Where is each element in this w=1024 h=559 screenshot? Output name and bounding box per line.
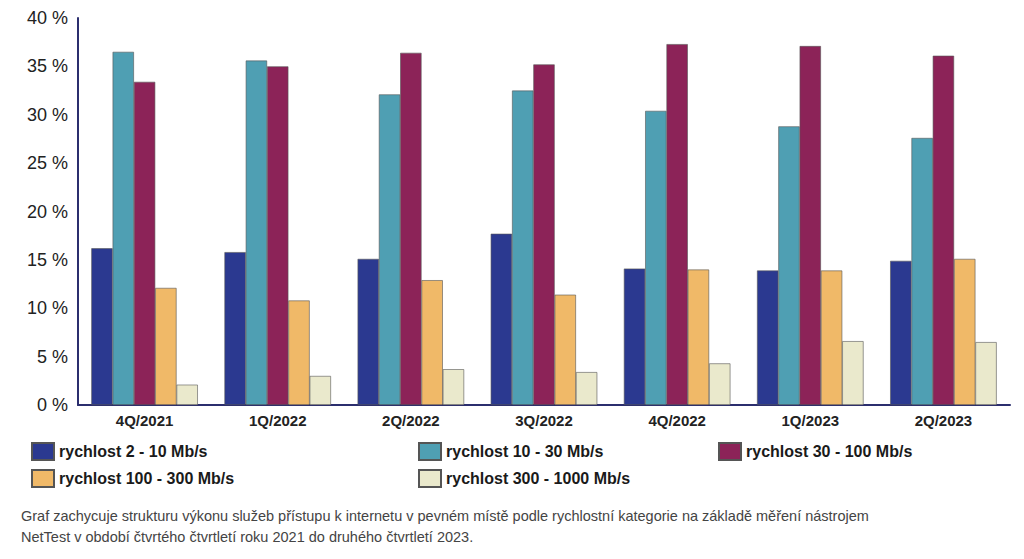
svg-text:rychlost 100 - 300 Mb/s: rychlost 100 - 300 Mb/s bbox=[59, 470, 234, 487]
svg-text:rychlost 10 - 30 Mb/s: rychlost 10 - 30 Mb/s bbox=[446, 443, 603, 460]
svg-text:40 %: 40 % bbox=[27, 8, 68, 28]
svg-text:rychlost 2 - 10 Mb/s: rychlost 2 - 10 Mb/s bbox=[59, 443, 208, 460]
svg-text:2Q/2022: 2Q/2022 bbox=[382, 412, 440, 429]
svg-text:1Q/2022: 1Q/2022 bbox=[249, 412, 307, 429]
svg-text:10 %: 10 % bbox=[27, 298, 68, 318]
svg-text:rychlost 300 - 1000 Mb/s: rychlost 300 - 1000 Mb/s bbox=[446, 470, 630, 487]
svg-text:Graf zachycuje strukturu výkon: Graf zachycuje strukturu výkonu služeb p… bbox=[21, 508, 873, 524]
svg-text:rychlost 30 - 100 Mb/s: rychlost 30 - 100 Mb/s bbox=[746, 443, 912, 460]
svg-text:4Q/2022: 4Q/2022 bbox=[648, 412, 706, 429]
svg-text:NetTest v období čtvrtého čtvr: NetTest v období čtvrtého čtvrtletí roku… bbox=[21, 529, 473, 545]
svg-text:25 %: 25 % bbox=[27, 153, 68, 173]
svg-text:30 %: 30 % bbox=[27, 105, 68, 125]
svg-text:5 %: 5 % bbox=[37, 347, 68, 367]
svg-text:35 %: 35 % bbox=[27, 56, 68, 76]
svg-text:20 %: 20 % bbox=[27, 202, 68, 222]
svg-text:0 %: 0 % bbox=[37, 395, 68, 415]
svg-text:3Q/2022: 3Q/2022 bbox=[515, 412, 573, 429]
svg-text:4Q/2021: 4Q/2021 bbox=[116, 412, 174, 429]
svg-text:15 %: 15 % bbox=[27, 250, 68, 270]
svg-text:2Q/2023: 2Q/2023 bbox=[915, 412, 973, 429]
svg-text:1Q/2023: 1Q/2023 bbox=[782, 412, 840, 429]
